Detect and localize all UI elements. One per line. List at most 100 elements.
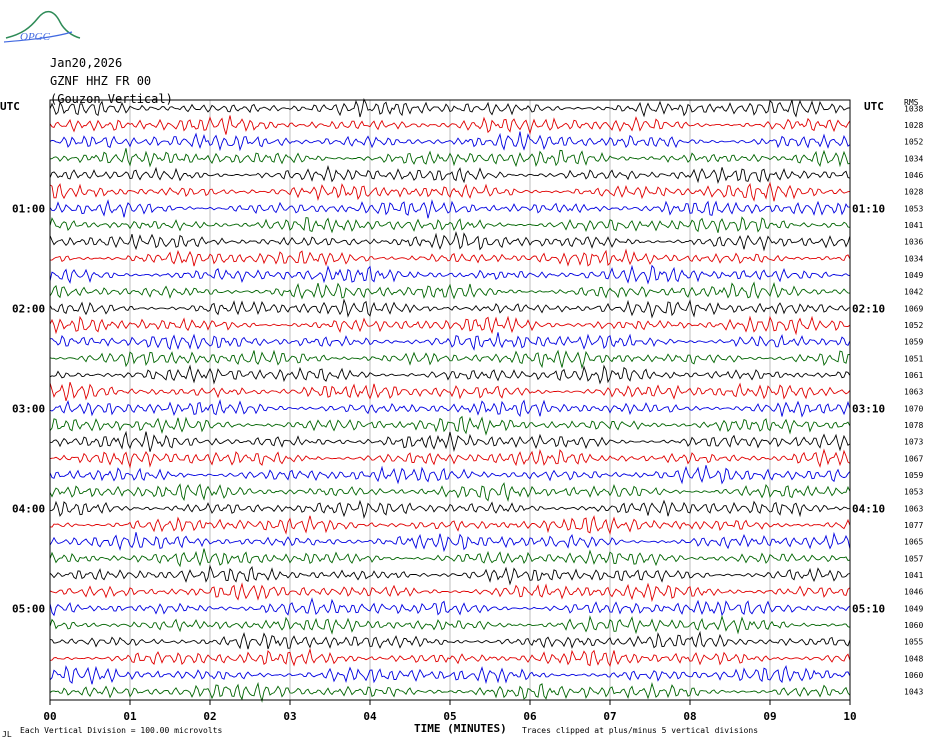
rms-value: 1059 — [904, 338, 923, 347]
rms-axis-title: RMS — [904, 98, 919, 107]
x-tick-label: 10 — [843, 710, 856, 723]
opgc-logo: OPGC — [3, 10, 81, 43]
trace-line — [50, 499, 850, 520]
x-tick-label: 03 — [283, 710, 296, 723]
rms-value: 1028 — [904, 188, 923, 197]
x-tick-label: 01 — [123, 710, 137, 723]
trace-line — [49, 298, 851, 319]
left-hour-label: 01:00 — [12, 202, 45, 215]
trace-line — [50, 248, 851, 267]
trace-line — [49, 614, 851, 635]
rms-value: 1041 — [904, 571, 923, 580]
rms-value: 1046 — [904, 588, 923, 597]
trace-line — [49, 681, 851, 703]
trace-line — [49, 515, 851, 535]
left-hour-labels: 01:00 02:00 03:00 04:00 05:00 — [12, 202, 45, 615]
trace-line — [49, 364, 851, 385]
trace-line — [49, 165, 851, 185]
right-hour-label: 05:10 — [852, 602, 885, 615]
logo-text: OPGC — [20, 31, 51, 43]
right-hour-label: 01:10 — [852, 202, 885, 215]
right-hour-label: 02:10 — [852, 302, 885, 315]
footer-division: Each Vertical Division = 100.00 microvol… — [20, 726, 222, 735]
header-channel: GZNF HHZ FR 00 — [50, 74, 152, 88]
rms-value: 1060 — [904, 621, 923, 630]
x-tick-label: 09 — [763, 710, 776, 723]
right-hour-label: 04:10 — [852, 502, 885, 515]
rms-value: 1028 — [904, 121, 923, 130]
x-axis-title: TIME (MINUTES) — [414, 722, 507, 735]
trace-line — [49, 281, 851, 300]
header-station: (Gouzon Vertical) — [50, 92, 173, 106]
trace-line — [49, 647, 851, 668]
trace-line — [49, 415, 851, 436]
trace-line — [49, 531, 851, 553]
rms-value: 1077 — [904, 521, 923, 530]
footer-mark: JL — [2, 730, 12, 739]
trace-line — [49, 98, 851, 118]
rms-value: 1048 — [904, 654, 923, 663]
trace-line — [49, 181, 851, 202]
trace-line — [49, 465, 851, 485]
rms-value: 1073 — [904, 438, 923, 447]
grid-layer — [129, 100, 771, 700]
trace-line — [49, 148, 851, 168]
rms-value: 1061 — [904, 371, 923, 380]
rms-value: 1049 — [904, 604, 923, 613]
left-hour-label: 03:00 — [12, 402, 45, 415]
rms-value: 1034 — [904, 254, 923, 263]
trace-line — [49, 349, 851, 370]
trace-line — [49, 448, 851, 469]
rms-value: 1057 — [904, 554, 923, 563]
trace-line — [49, 131, 851, 152]
trace-line — [49, 199, 850, 219]
right-hour-label: 03:10 — [852, 402, 885, 415]
rms-values: 1038 1028 1052 1034 1046 1028 1053 1041 1036 1034… — [904, 104, 923, 696]
rms-value: 1036 — [904, 238, 923, 247]
rms-value: 1078 — [904, 421, 923, 430]
rms-value: 1049 — [904, 271, 923, 280]
rms-value: 1053 — [904, 488, 923, 497]
trace-line — [49, 665, 851, 685]
trace-line — [49, 630, 851, 650]
rms-value: 1063 — [904, 388, 923, 397]
logo-mountain-icon — [5, 10, 81, 39]
trace-layer — [49, 98, 851, 703]
rms-value: 1069 — [904, 304, 923, 313]
left-axis-title: UTC — [0, 100, 20, 113]
rms-value: 1070 — [904, 404, 923, 413]
rms-value: 1052 — [904, 321, 923, 330]
rms-value: 1042 — [904, 288, 923, 297]
rms-value: 1051 — [904, 354, 923, 363]
trace-line — [49, 399, 851, 418]
rms-value: 1055 — [904, 638, 923, 647]
trace-line — [49, 597, 851, 617]
x-tick-label: 08 — [683, 710, 696, 723]
trace-line — [49, 548, 851, 568]
trace-line — [49, 482, 851, 502]
trace-line — [49, 216, 851, 234]
left-hour-label: 05:00 — [12, 602, 45, 615]
header-date: Jan20,2026 — [50, 56, 123, 70]
trace-line — [49, 315, 851, 336]
trace-line — [49, 115, 851, 135]
rms-value: 1059 — [904, 471, 923, 480]
rms-value: 1038 — [904, 104, 923, 113]
trace-line — [49, 564, 851, 586]
footer-clip: Traces clipped at plus/minus 5 vertical … — [522, 726, 758, 735]
header-block: Jan20,2026 GZNF HHZ FR 00 (Gouzon Vertic… — [50, 54, 173, 108]
x-tick-label: 07 — [603, 710, 616, 723]
x-tick-label: 05 — [443, 710, 456, 723]
x-tick-label: 06 — [523, 710, 537, 723]
right-axis-title: UTC — [864, 100, 884, 113]
rms-value: 1053 — [904, 204, 923, 213]
trace-line — [49, 430, 851, 452]
rms-value: 1060 — [904, 671, 923, 680]
rms-value: 1052 — [904, 138, 923, 147]
right-hour-labels: 01:10 02:10 03:10 04:10 05:10 — [852, 202, 885, 615]
trace-line — [49, 332, 851, 351]
rms-value: 1043 — [904, 688, 923, 697]
x-tick-label: 02 — [203, 710, 216, 723]
rms-value: 1041 — [904, 221, 923, 230]
